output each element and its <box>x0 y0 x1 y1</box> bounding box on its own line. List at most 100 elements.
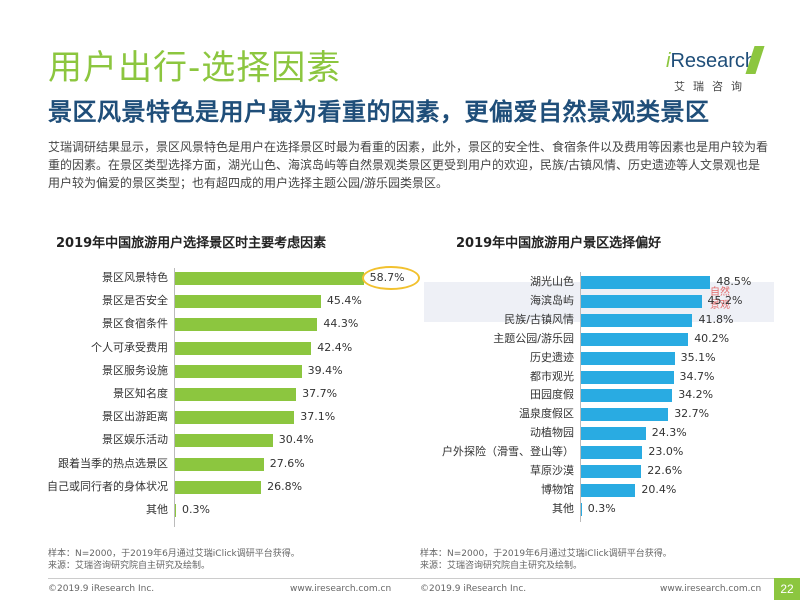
logo-subtitle: 艾瑞咨询 <box>674 80 750 93</box>
iresearch-logo: iResearch 艾瑞咨询 <box>662 42 765 93</box>
chart-row: 个人可承受费用 42.4% <box>32 338 400 358</box>
bar-category-label: 跟着当季的热点选景区 <box>58 456 168 470</box>
bar-category-label: 景区食宿条件 <box>102 317 168 331</box>
bar-value-label: 34.2% <box>678 388 714 402</box>
preference-bar-chart: 自然景观 湖光山色 48.5% 海滨岛屿 45.2% 民族/古镇风情 41.8% 主题公园/… <box>420 272 780 532</box>
bar <box>581 483 636 497</box>
bar <box>581 332 689 346</box>
chart-row: 田园度假 34.2% <box>420 385 780 405</box>
chart-row: 景区出游距离 37.1% <box>32 407 400 427</box>
left-chart-title: 2019年中国旅游用户选择景区时主要考虑因素 <box>56 236 327 251</box>
bar <box>175 341 312 355</box>
bar-value-label: 37.1% <box>300 410 336 424</box>
source-note-line: 样本：N=2000，于2019年6月通过艾瑞iClick调研平台获得。 <box>420 549 672 559</box>
bar <box>581 465 642 478</box>
chart-row: 户外探险（滑雪、登山等） 23.0% <box>420 442 780 462</box>
bar-category-label: 其他 <box>146 503 168 516</box>
chart-axis <box>174 268 175 528</box>
bar-category-label: 景区娱乐活动 <box>102 433 168 447</box>
highlight-ring <box>361 266 420 290</box>
chart-row: 景区风景特色 58.7% <box>32 266 420 290</box>
bar-category-label: 其他 <box>552 501 574 515</box>
footer-copyright-left: ©2019.9 iResearch Inc. <box>48 584 155 594</box>
bar-value-label: 0.3% <box>587 501 616 515</box>
page-title: 用户出行-选择因素 <box>48 48 342 88</box>
bar-value-label: 39.4% <box>307 363 343 377</box>
chart-row: 主题公园/游乐园 40.2% <box>420 329 780 349</box>
bar <box>581 427 646 441</box>
bar <box>581 370 674 384</box>
bar-value-label: 34.7% <box>679 369 715 383</box>
bar-category-label: 自己或同行者的身体状况 <box>47 479 168 493</box>
bar-category-label: 海滨岛屿 <box>530 293 574 307</box>
bar <box>175 411 295 425</box>
bar-value-label: 41.8% <box>698 312 734 326</box>
bar-category-label: 景区出游距离 <box>102 410 168 424</box>
bar-value-label: 24.3% <box>651 426 687 440</box>
bar <box>581 446 643 460</box>
bar <box>175 364 302 378</box>
bar-value-label: 44.3% <box>323 317 359 331</box>
bar-category-label: 景区风景特色 <box>102 271 168 284</box>
bar <box>175 318 318 332</box>
chart-row: 都市观光 34.7% <box>420 367 780 387</box>
bar-category-label: 都市观光 <box>530 369 574 383</box>
bar-category-label: 动植物园 <box>530 426 574 440</box>
bar <box>581 408 669 422</box>
natural-scenery-annotation: 自然景观 <box>710 287 730 311</box>
bar <box>175 457 264 471</box>
chart-row: 博物馆 20.4% <box>420 480 780 500</box>
bar-category-label: 博物馆 <box>541 482 574 496</box>
chart-row: 其他 0.3% <box>32 500 400 520</box>
page-subtitle: 景区风景特色是用户最为看重的因素，更偏爱自然景观类景区 <box>48 98 710 126</box>
bar-value-label: 42.4% <box>317 340 353 354</box>
bar <box>175 272 364 285</box>
chart-row: 海滨岛屿 45.2% <box>420 291 780 311</box>
bar <box>581 389 673 403</box>
chart-row: 温泉度假区 32.7% <box>420 404 780 424</box>
right-chart-title: 2019年中国旅游用户景区选择偏好 <box>456 236 662 251</box>
page-description: 艾瑞调研结果显示，景区风景特色是用户在选择景区时最为看重的因素，此外，景区的安全… <box>48 140 769 190</box>
chart-row: 跟着当季的热点选景区 27.6% <box>32 454 400 474</box>
bar <box>581 351 675 365</box>
source-note-line: 来源：艾瑞咨询研究院自主研究及绘制。 <box>420 561 583 571</box>
bar-category-label: 历史遗迹 <box>530 350 574 364</box>
chart-row: 其他 0.3% <box>420 499 780 519</box>
bar-value-label: 20.4% <box>641 482 677 496</box>
chart-row: 景区是否安全 45.4% <box>32 291 400 311</box>
bar-category-label: 民族/古镇风情 <box>504 312 574 326</box>
source-note-line: 来源：艾瑞咨询研究院自主研究及绘制。 <box>48 561 211 571</box>
chart-axis <box>580 272 581 522</box>
bar-category-label: 田园度假 <box>530 388 574 402</box>
chart-row: 自己或同行者的身体状况 26.8% <box>32 477 400 497</box>
bar <box>581 502 582 516</box>
chart-row: 历史遗迹 35.1% <box>420 348 780 368</box>
bar <box>175 295 321 309</box>
chart-row: 景区知名度 37.7% <box>32 384 400 404</box>
bar-value-label: 45.4% <box>326 294 362 308</box>
right-source-note: 样本：N=2000，于2019年6月通过艾瑞iClick调研平台获得。 来源：艾瑞… <box>420 548 672 572</box>
chart-row: 动植物园 24.3% <box>420 423 780 443</box>
bar <box>581 313 693 327</box>
chart-row: 民族/古镇风情 41.8% <box>420 310 780 330</box>
left-source-note: 样本：N=2000，于2019年6月通过艾瑞iClick调研平台获得。 来源：艾瑞… <box>48 548 300 572</box>
chart-row: 景区服务设施 39.4% <box>32 361 400 381</box>
bar-value-label: 37.7% <box>302 387 338 400</box>
bar-category-label: 个人可承受费用 <box>91 340 168 354</box>
bar-value-label: 45.2% <box>707 293 743 307</box>
footer-copyright-right: ©2019.9 iResearch Inc. <box>420 584 527 594</box>
bar-category-label: 景区是否安全 <box>102 294 168 308</box>
bar <box>175 480 262 494</box>
footer-divider <box>48 578 778 579</box>
footer-url-left: www.iresearch.com.cn <box>290 584 392 594</box>
bar-value-label: 30.4% <box>278 433 314 447</box>
bar-category-label: 景区服务设施 <box>102 363 168 377</box>
bar <box>175 504 176 517</box>
bar-value-label: 32.7% <box>674 407 710 421</box>
bar-category-label: 户外探险（滑雪、登山等） <box>442 445 574 459</box>
bar-value-label: 27.6% <box>269 456 305 470</box>
bar-category-label: 景区知名度 <box>113 387 168 400</box>
bar-value-label: 35.1% <box>680 350 716 364</box>
logo-research: Research <box>670 50 757 72</box>
bar-category-label: 主题公园/游乐园 <box>493 331 574 345</box>
